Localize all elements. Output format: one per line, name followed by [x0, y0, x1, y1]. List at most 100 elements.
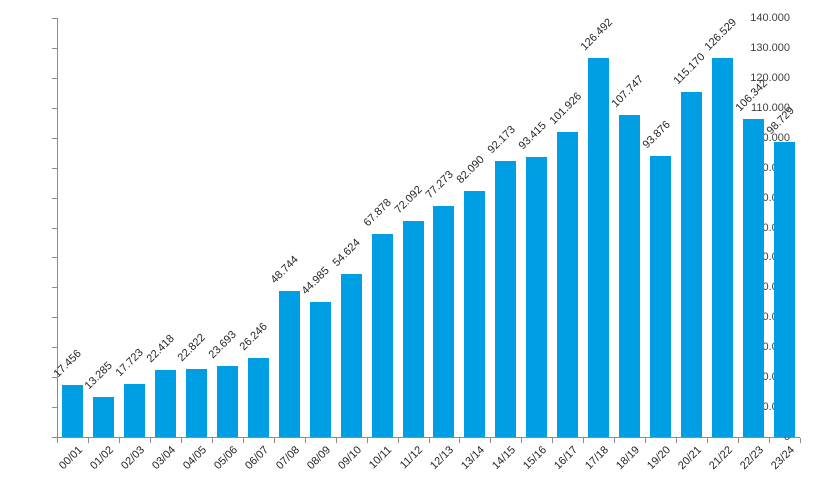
- y-axis-tick: [52, 257, 57, 259]
- x-axis-category-label: 06/07: [242, 444, 271, 472]
- x-axis-tick: [676, 438, 678, 443]
- bar-value-label: 92.173: [485, 123, 518, 157]
- y-axis-tick: [52, 377, 57, 379]
- bar[interactable]: [619, 114, 641, 437]
- bar[interactable]: [61, 384, 83, 437]
- x-axis-category-label: 16/17: [552, 444, 581, 472]
- x-axis-category-label: 04/05: [180, 444, 209, 472]
- bar[interactable]: [650, 156, 672, 437]
- y-axis-tick-label: 0: [783, 431, 790, 443]
- x-axis-tick: [180, 438, 182, 443]
- bar[interactable]: [340, 273, 362, 437]
- bar[interactable]: [247, 358, 269, 437]
- bar-value-label: 26.246: [237, 321, 271, 354]
- bar-value-label: 82.090: [454, 154, 487, 187]
- x-axis-tick: [87, 438, 89, 443]
- y-axis-tick-label: 110.000: [751, 101, 790, 114]
- bar[interactable]: [712, 58, 734, 437]
- bar[interactable]: [433, 205, 455, 437]
- x-axis-tick: [428, 438, 430, 443]
- bar-value-label: 93.415: [516, 120, 549, 153]
- x-axis-tick: [242, 438, 244, 443]
- x-axis-category-label: 20/21: [676, 444, 705, 472]
- x-axis-tick: [304, 438, 306, 443]
- bar-value-label: 72.092: [392, 183, 425, 217]
- x-axis-category-label: 02/03: [118, 444, 147, 472]
- x-axis-tick: [552, 438, 554, 443]
- x-axis-tick: [738, 438, 740, 443]
- x-axis-category-label: 15/16: [521, 444, 550, 472]
- bar-value-label: 126.492: [578, 16, 615, 54]
- x-axis-tick: [490, 438, 492, 443]
- bar[interactable]: [92, 397, 114, 437]
- x-axis-tick: [707, 438, 709, 443]
- x-axis-category-label: 17/18: [583, 444, 612, 472]
- y-axis-tick: [52, 407, 57, 409]
- x-axis-category-label: 11/12: [398, 444, 426, 472]
- bar-value-label: 23.693: [206, 328, 240, 362]
- bar-value-label: 13.285: [82, 359, 116, 393]
- x-axis-tick: [645, 438, 647, 443]
- x-axis-category-label: 13/14: [459, 444, 488, 472]
- x-axis-category-label: 08/09: [304, 444, 333, 472]
- bar-value-label: 48.744: [268, 253, 301, 287]
- bar[interactable]: [743, 118, 765, 437]
- bar[interactable]: [526, 157, 548, 437]
- x-axis-category-label: 18/19: [614, 444, 643, 472]
- y-axis-tick: [52, 347, 57, 349]
- bar[interactable]: [557, 131, 579, 437]
- y-axis-tick: [52, 227, 57, 229]
- x-axis-category-label: 10/11: [367, 444, 395, 472]
- x-axis-tick: [800, 438, 801, 443]
- bar-value-label: 67.878: [361, 196, 394, 229]
- bar[interactable]: [278, 291, 300, 437]
- x-axis-category-label: 22/23: [738, 444, 767, 472]
- x-axis-tick: [335, 438, 337, 443]
- x-axis-category-label: 23/24: [769, 444, 798, 472]
- bar-value-label: 107.747: [609, 72, 646, 110]
- x-axis-category-label: 19/20: [645, 444, 674, 472]
- y-axis-tick: [52, 197, 57, 199]
- y-axis-tick: [52, 137, 57, 139]
- y-axis-tick: [52, 18, 57, 19]
- bar[interactable]: [123, 383, 145, 437]
- x-axis-tick: [769, 438, 771, 443]
- bar[interactable]: [681, 92, 703, 437]
- y-axis-tick: [52, 287, 57, 289]
- y-axis-tick: [52, 167, 57, 169]
- x-axis-category-label: 12/13: [428, 444, 457, 472]
- bar[interactable]: [371, 233, 393, 437]
- x-axis-category-label: 01/02: [87, 444, 116, 472]
- bar[interactable]: [309, 302, 331, 437]
- bar[interactable]: [402, 221, 424, 437]
- x-axis-category-label: 00/01: [57, 444, 85, 472]
- x-axis-tick: [366, 438, 368, 443]
- bar[interactable]: [774, 141, 796, 437]
- x-axis-tick: [521, 438, 523, 443]
- bar[interactable]: [185, 368, 207, 437]
- x-axis-tick: [149, 438, 151, 443]
- y-axis-tick: [52, 437, 57, 438]
- bar[interactable]: [588, 58, 610, 437]
- y-axis-tick: [52, 77, 57, 79]
- bar-value-label: 77.273: [423, 168, 456, 201]
- y-axis-tick-label: 140.000: [750, 12, 790, 24]
- bar[interactable]: [216, 366, 238, 437]
- bar-value-label: 44.985: [299, 265, 332, 298]
- bar-value-label: 22.822: [175, 331, 209, 364]
- x-axis-category-label: 07/08: [273, 444, 302, 472]
- x-axis-category-label: 03/04: [149, 444, 178, 472]
- bar[interactable]: [154, 369, 176, 437]
- x-axis-tick: [583, 438, 585, 443]
- x-axis-tick: [459, 438, 461, 443]
- y-axis-line: [57, 18, 58, 437]
- bar[interactable]: [495, 161, 517, 437]
- bar[interactable]: [464, 191, 486, 437]
- bar-value-label: 22.418: [144, 332, 178, 365]
- x-axis-tick: [397, 438, 399, 443]
- x-axis-tick: [614, 438, 616, 443]
- y-axis-tick: [52, 47, 57, 49]
- y-axis-tick: [52, 107, 57, 109]
- bar-value-label: 126.529: [702, 16, 739, 54]
